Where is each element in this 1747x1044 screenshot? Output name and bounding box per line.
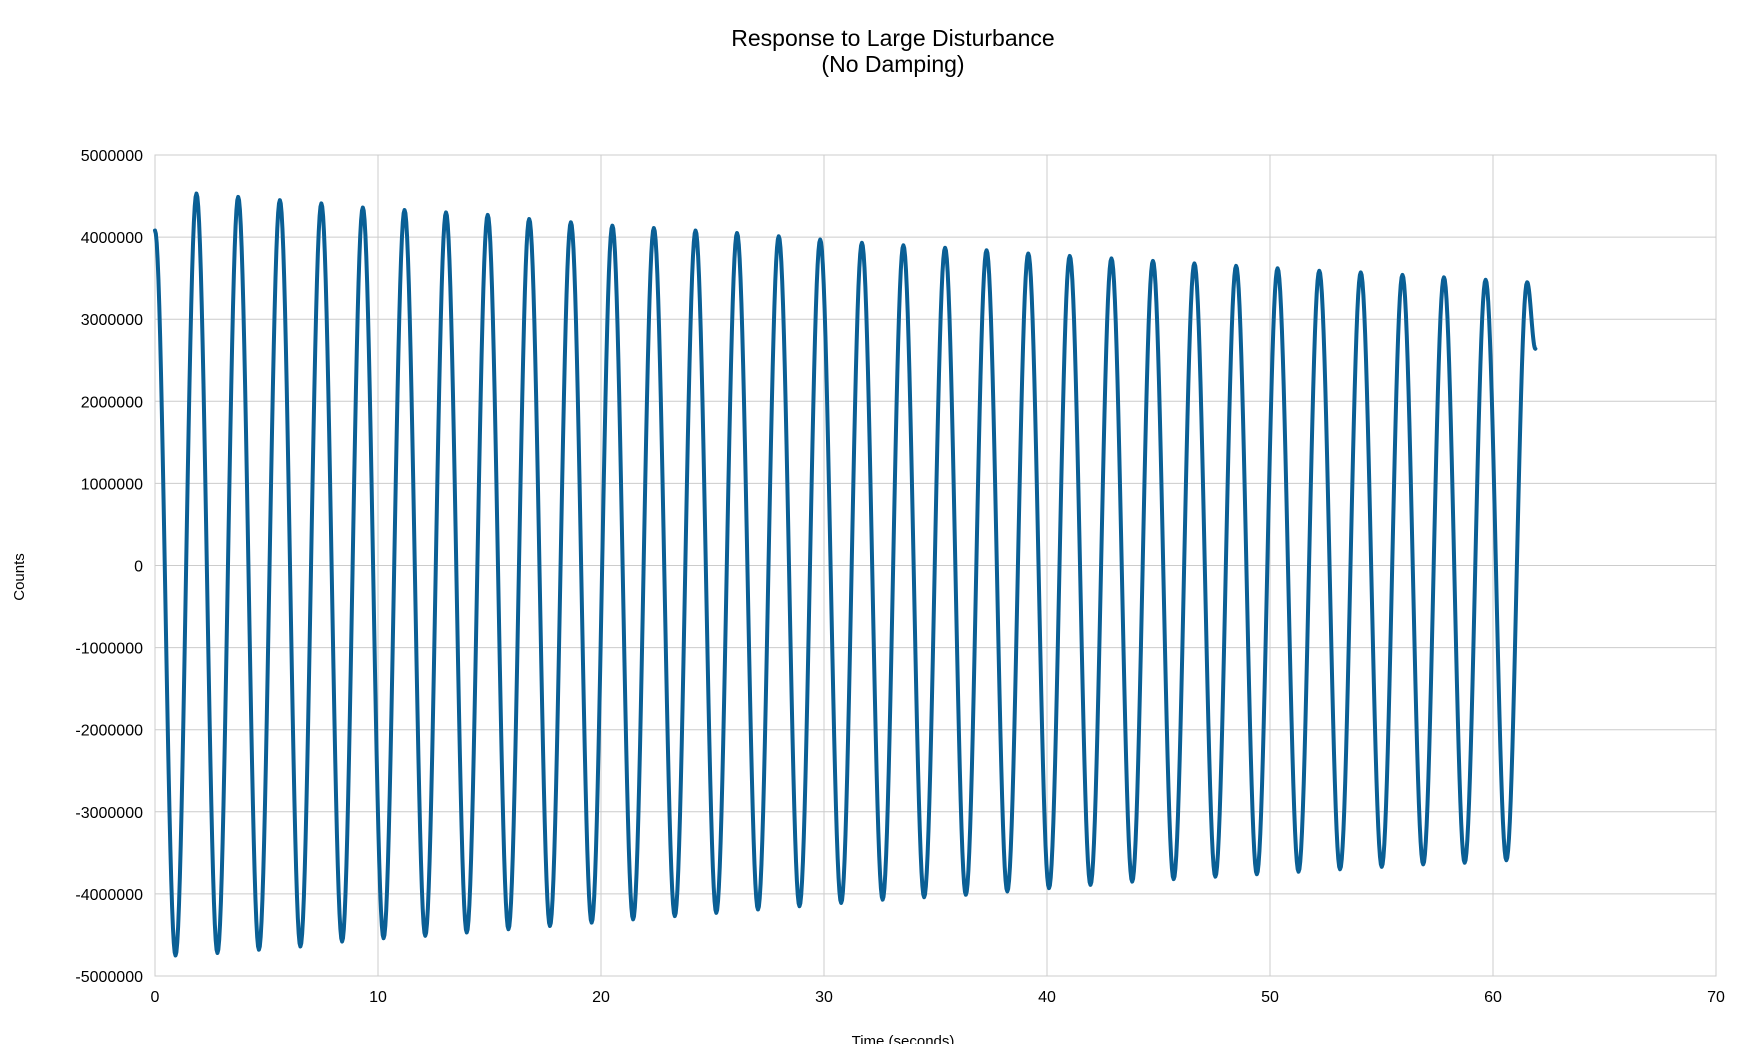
x-axis-tick-labels: 0 10 20 30 40 50 60 70 bbox=[151, 989, 1725, 1006]
series-lines bbox=[153, 191, 1538, 958]
y-tick-label: 5000000 bbox=[81, 148, 143, 165]
y-tick-label: 2000000 bbox=[81, 394, 143, 411]
x-tick-label: 70 bbox=[1707, 989, 1725, 1006]
y-axis-tick-labels: 5000000 4000000 3000000 2000000 1000000 0 -100… bbox=[75, 148, 143, 986]
y-tick-label: -4000000 bbox=[75, 887, 143, 904]
x-tick-label: 20 bbox=[592, 989, 610, 1006]
y-tick-label: 1000000 bbox=[81, 476, 143, 493]
x-tick-label: 0 bbox=[151, 989, 160, 1006]
x-axis-label: Time (seconds) bbox=[852, 1033, 955, 1044]
x-tick-label: 30 bbox=[815, 989, 833, 1006]
y-tick-label: -2000000 bbox=[75, 723, 143, 740]
y-tick-label: -3000000 bbox=[75, 805, 143, 822]
y-tick-label: 4000000 bbox=[81, 230, 143, 247]
plot-frame bbox=[154, 154, 1717, 977]
chart-title-line-2: (No Damping) bbox=[821, 51, 964, 77]
y-tick-label: -5000000 bbox=[75, 969, 143, 986]
y-axis-label: Counts bbox=[11, 553, 28, 601]
series-line bbox=[153, 191, 1538, 958]
x-tick-label: 60 bbox=[1484, 989, 1502, 1006]
x-tick-label: 50 bbox=[1261, 989, 1279, 1006]
y-tick-label: 0 bbox=[134, 559, 143, 576]
chart-title: Response to Large Disturbance (No Dampin… bbox=[731, 25, 1054, 77]
plot-area-frame bbox=[154, 154, 1717, 977]
x-tick-label: 10 bbox=[369, 989, 387, 1006]
x-tick-label: 40 bbox=[1038, 989, 1056, 1006]
chart-title-line-1: Response to Large Disturbance bbox=[731, 25, 1054, 51]
y-tick-label: -1000000 bbox=[75, 641, 143, 658]
y-tick-label: 3000000 bbox=[81, 312, 143, 329]
